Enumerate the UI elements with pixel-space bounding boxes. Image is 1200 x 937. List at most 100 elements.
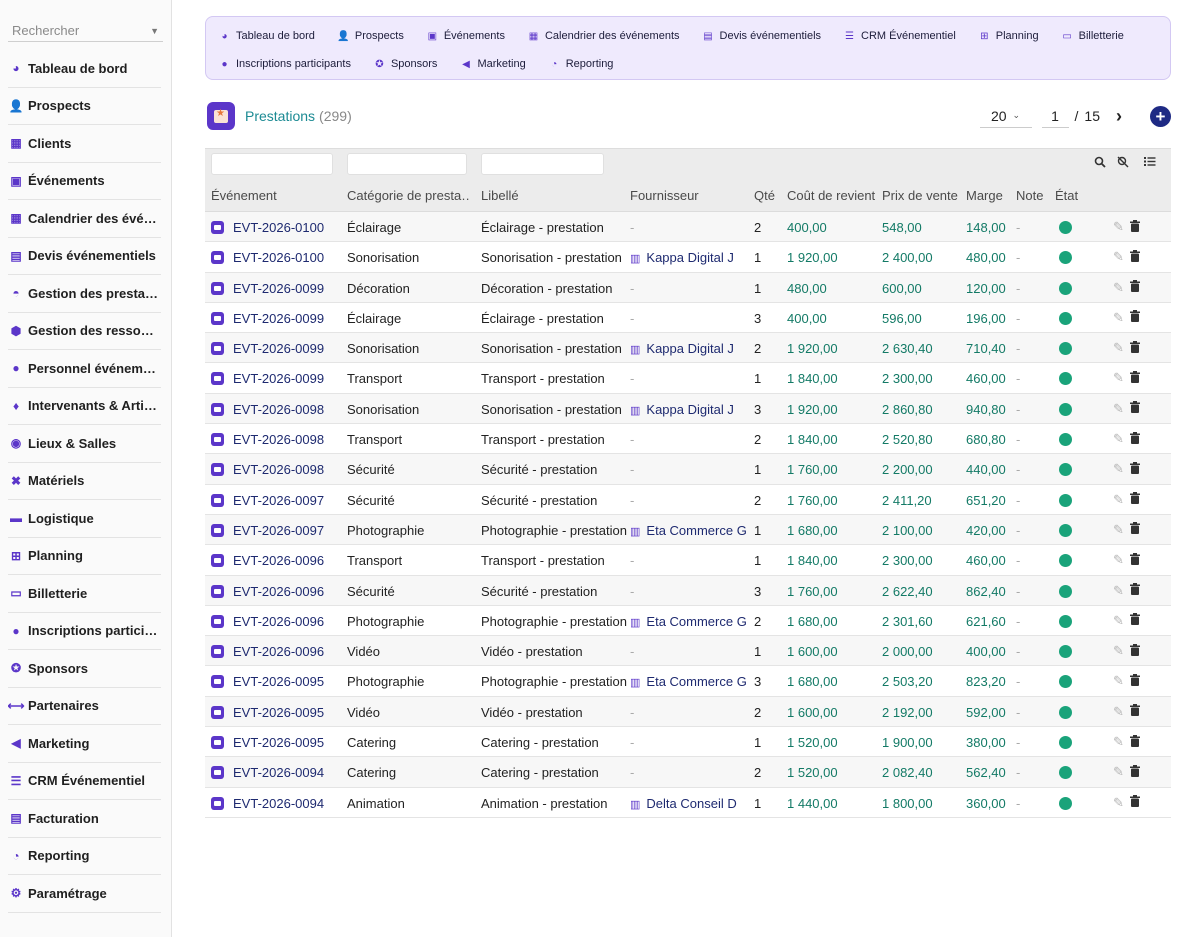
- per-page-select[interactable]: 20 ⌄: [979, 104, 1032, 128]
- edit-icon[interactable]: ✎: [1113, 734, 1124, 750]
- sidebar-item[interactable]: ● Personnel événementiel: [8, 350, 161, 388]
- trash-icon[interactable]: [1129, 340, 1140, 356]
- evenement-cell[interactable]: EVT-2026-0095: [211, 674, 324, 689]
- sidebar-item[interactable]: ▦ Calendrier des événements: [8, 200, 161, 238]
- filter-evenement-input[interactable]: [211, 153, 333, 175]
- edit-icon[interactable]: ✎: [1113, 461, 1124, 477]
- edit-icon[interactable]: ✎: [1113, 400, 1124, 416]
- search-select[interactable]: Rechercher ▼: [8, 20, 163, 42]
- table-row[interactable]: EVT-2026-0096 Photographie Photographie - …: [205, 605, 1171, 637]
- top-menu-item[interactable]: ◀ Marketing: [459, 52, 526, 76]
- fournisseur-link[interactable]: Kappa Digital J: [646, 341, 734, 357]
- edit-icon[interactable]: ✎: [1113, 279, 1124, 295]
- edit-icon[interactable]: ✎: [1113, 612, 1124, 628]
- top-menu-item[interactable]: ▤ Devis événementiels: [702, 24, 821, 48]
- sidebar-item[interactable]: ◉ Lieux & Salles: [8, 425, 161, 463]
- sidebar-item[interactable]: ● Inscriptions participants: [8, 613, 161, 650]
- sidebar-item[interactable]: ▭ Billetterie: [8, 575, 161, 613]
- sidebar-item[interactable]: ☰ CRM Événementiel: [8, 763, 161, 800]
- top-menu-item[interactable]: ◕ Tableau de bord: [218, 24, 314, 48]
- edit-icon[interactable]: ✎: [1113, 370, 1124, 386]
- table-row[interactable]: EVT-2026-0099 Transport Transport - presta…: [205, 363, 1171, 394]
- trash-icon[interactable]: [1129, 310, 1140, 325]
- sidebar-item[interactable]: ▬ Logistique: [8, 500, 161, 538]
- sidebar-item[interactable]: ◀ Marketing: [8, 725, 161, 763]
- evenement-link[interactable]: EVT-2026-0094: [233, 765, 325, 781]
- evenement-link[interactable]: EVT-2026-0095: [233, 674, 325, 690]
- edit-icon[interactable]: ✎: [1113, 431, 1124, 447]
- evenement-link[interactable]: EVT-2026-0094: [233, 795, 325, 811]
- evenement-link[interactable]: EVT-2026-0095: [233, 735, 325, 751]
- table-row[interactable]: EVT-2026-0095 Catering Catering - prestati…: [205, 727, 1171, 758]
- clear-filter-icon[interactable]: [1117, 156, 1129, 171]
- search-icon[interactable]: [1094, 156, 1106, 171]
- evenement-link[interactable]: EVT-2026-0098: [233, 432, 325, 448]
- fournisseur-cell[interactable]: ▥ Eta Commerce G: [630, 614, 748, 629]
- evenement-link[interactable]: EVT-2026-0099: [233, 310, 325, 326]
- fournisseur-link[interactable]: Eta Commerce G: [646, 674, 747, 690]
- trash-icon[interactable]: [1129, 704, 1140, 719]
- edit-icon[interactable]: ✎: [1113, 643, 1124, 659]
- next-page-button[interactable]: ›: [1116, 105, 1122, 126]
- evenement-link[interactable]: EVT-2026-0096: [233, 553, 325, 569]
- sidebar-item[interactable]: ▣ Événements: [8, 163, 161, 200]
- top-menu-item[interactable]: ▦ Calendrier des événements: [527, 24, 680, 48]
- trash-icon[interactable]: [1129, 492, 1140, 507]
- sidebar-item[interactable]: ⊞ Planning: [8, 538, 161, 575]
- sidebar-item[interactable]: ◔ Reporting: [8, 838, 161, 875]
- sidebar-item[interactable]: ✪ Sponsors: [8, 650, 161, 688]
- sidebar-item[interactable]: ▤ Devis événementiels: [8, 238, 161, 275]
- trash-icon[interactable]: [1129, 643, 1140, 659]
- trash-icon[interactable]: [1129, 280, 1140, 295]
- evenement-link[interactable]: EVT-2026-0100: [233, 250, 325, 266]
- fournisseur-cell[interactable]: ▥ Eta Commerce G: [630, 523, 748, 538]
- evenement-cell[interactable]: EVT-2026-0095: [211, 735, 324, 750]
- evenement-link[interactable]: EVT-2026-0099: [233, 371, 325, 387]
- trash-icon[interactable]: [1129, 522, 1140, 537]
- add-button[interactable]: +: [1150, 105, 1171, 127]
- trash-icon[interactable]: [1129, 370, 1140, 386]
- table-row[interactable]: EVT-2026-0096 Transport Transport - presta…: [205, 545, 1171, 576]
- col-prix-header[interactable]: Prix de vente: [882, 188, 958, 203]
- trash-icon[interactable]: [1129, 552, 1140, 568]
- table-row[interactable]: EVT-2026-0099 Décoration Décoration - pres…: [205, 272, 1171, 303]
- trash-icon[interactable]: [1129, 764, 1140, 780]
- edit-icon[interactable]: ✎: [1113, 219, 1124, 234]
- table-row[interactable]: EVT-2026-0096 Vidéo Vidéo - prestation - 1 1 …: [205, 636, 1171, 667]
- evenement-link[interactable]: EVT-2026-0099: [233, 280, 325, 296]
- evenement-cell[interactable]: EVT-2026-0096: [211, 553, 324, 568]
- fournisseur-cell[interactable]: ▥ Kappa Digital J: [630, 250, 748, 265]
- edit-icon[interactable]: ✎: [1113, 249, 1124, 265]
- list-view-icon[interactable]: [1144, 156, 1156, 170]
- fournisseur-cell[interactable]: ▥ Kappa Digital J: [630, 341, 748, 356]
- edit-icon[interactable]: ✎: [1113, 521, 1124, 537]
- col-cout-header[interactable]: Coût de revient: [787, 188, 876, 203]
- table-row[interactable]: EVT-2026-0094 Animation Animation - presta…: [205, 787, 1171, 818]
- trash-icon[interactable]: [1129, 249, 1140, 265]
- top-menu-item[interactable]: ✪ Sponsors: [373, 52, 437, 76]
- table-row[interactable]: EVT-2026-0097 Sécurité Sécurité - prestati…: [205, 484, 1171, 515]
- table-row[interactable]: EVT-2026-0100 Éclairage Éclairage - presta…: [205, 212, 1171, 243]
- fournisseur-link[interactable]: Kappa Digital J: [646, 250, 734, 266]
- col-evenement-header[interactable]: Événement: [211, 188, 277, 203]
- filter-libelle-input[interactable]: [481, 153, 604, 175]
- edit-icon[interactable]: ✎: [1113, 309, 1124, 325]
- sidebar-item[interactable]: ⬢ Gestion des ressources: [8, 313, 161, 350]
- edit-icon[interactable]: ✎: [1113, 703, 1124, 719]
- trash-icon[interactable]: [1129, 431, 1140, 447]
- trash-icon[interactable]: [1129, 583, 1140, 598]
- top-menu-item[interactable]: ◔ Reporting: [548, 52, 613, 76]
- fournisseur-link[interactable]: Eta Commerce G: [646, 613, 747, 629]
- top-menu-item[interactable]: 👤 Prospects: [337, 24, 404, 48]
- edit-icon[interactable]: ✎: [1113, 794, 1124, 810]
- evenement-cell[interactable]: EVT-2026-0099: [211, 371, 324, 386]
- fournisseur-link[interactable]: Delta Conseil D: [646, 795, 737, 811]
- top-menu-item[interactable]: ▣ Événements: [426, 24, 505, 48]
- trash-icon[interactable]: [1129, 795, 1140, 810]
- col-libelle-header[interactable]: Libellé: [481, 188, 519, 203]
- edit-icon[interactable]: ✎: [1113, 764, 1124, 780]
- evenement-cell[interactable]: EVT-2026-0099: [211, 341, 324, 356]
- edit-icon[interactable]: ✎: [1113, 673, 1124, 689]
- trash-icon[interactable]: [1129, 219, 1140, 235]
- evenement-cell[interactable]: EVT-2026-0098: [211, 402, 324, 417]
